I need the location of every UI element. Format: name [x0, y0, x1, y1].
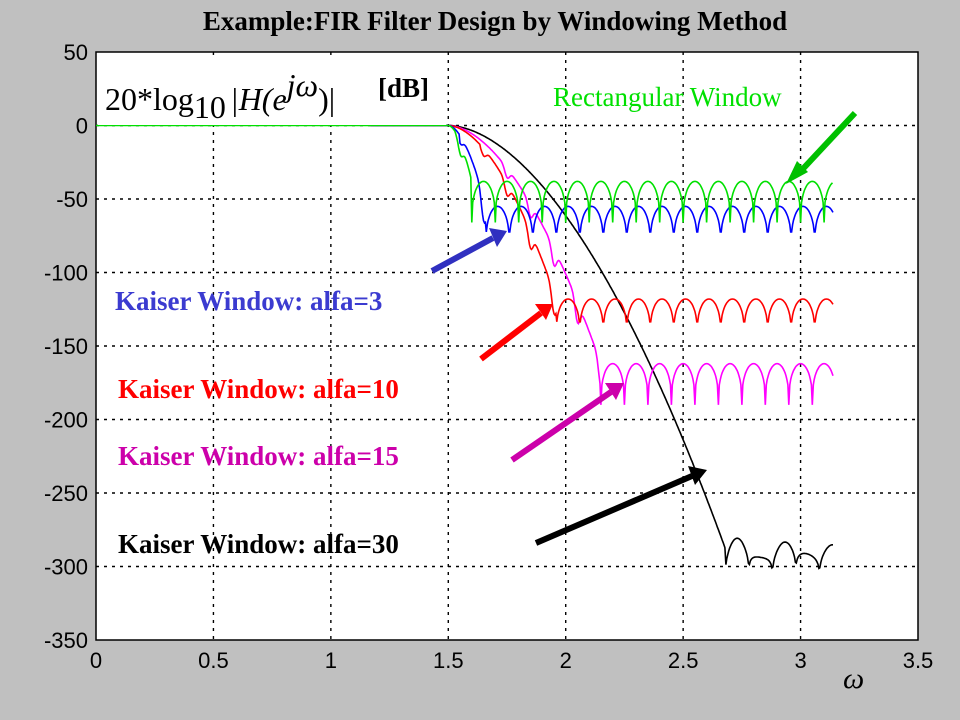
y-tick-label: 0	[76, 114, 88, 139]
chart-title: Example:FIR Filter Design by Windowing M…	[203, 6, 787, 36]
ylabel-unit: [dB]	[378, 73, 429, 103]
y-tick-label: -300	[44, 555, 88, 580]
series-line-rectangular-window	[96, 124, 834, 223]
x-tick-label: 0.5	[198, 648, 229, 673]
x-tick-label: 2.5	[668, 648, 699, 673]
x-tick-label: 3	[794, 648, 806, 673]
series-group	[96, 124, 834, 570]
arrow-kaiser-3	[430, 228, 507, 274]
ylabel-formula: 20*log10 |H(ejω)|	[105, 67, 335, 125]
ylabel-close: )|	[318, 81, 335, 117]
y-tick-label: -50	[56, 187, 88, 212]
arrow-rectangular	[786, 110, 858, 184]
ylabel-sub: 10	[194, 89, 226, 125]
y-tick-label: -200	[44, 408, 88, 433]
ylabel-box	[98, 55, 446, 125]
annotation-kaiser-10: Kaiser Window: alfa=10	[118, 374, 399, 404]
annotation-rectangular: Rectangular Window	[553, 82, 782, 112]
ylabel-sup: jω	[283, 67, 318, 103]
y-axis-ticks: 50 0 -50 -100 -150 -200 -250 -300 -350	[44, 40, 88, 653]
arrow-kaiser-15	[510, 383, 624, 463]
ylabel-body: |H(e	[230, 81, 287, 117]
y-tick-label: 50	[64, 40, 88, 65]
arrows	[430, 110, 858, 546]
x-axis-label: ω	[843, 662, 864, 695]
ylabel-prefix: 20*log	[105, 81, 194, 117]
x-tick-label: 1.5	[433, 648, 464, 673]
x-axis-ticks: 0 0.5 1 1.5 2 2.5 3 3.5	[90, 648, 933, 673]
y-tick-label: -350	[44, 628, 88, 653]
y-tick-label: -100	[44, 261, 88, 286]
x-tick-label: 1	[325, 648, 337, 673]
y-tick-label: -150	[44, 334, 88, 359]
x-tick-label: 0	[90, 648, 102, 673]
x-tick-label: 3.5	[903, 648, 934, 673]
annotation-kaiser-3: Kaiser Window: alfa=3	[115, 286, 382, 316]
y-tick-label: -250	[44, 481, 88, 506]
arrow-kaiser-10	[479, 304, 553, 362]
annotation-kaiser-15: Kaiser Window: alfa=15	[118, 441, 399, 471]
arrow-kaiser-30	[534, 466, 707, 546]
x-tick-label: 2	[560, 648, 572, 673]
annotation-kaiser-30: Kaiser Window: alfa=30	[118, 529, 399, 559]
